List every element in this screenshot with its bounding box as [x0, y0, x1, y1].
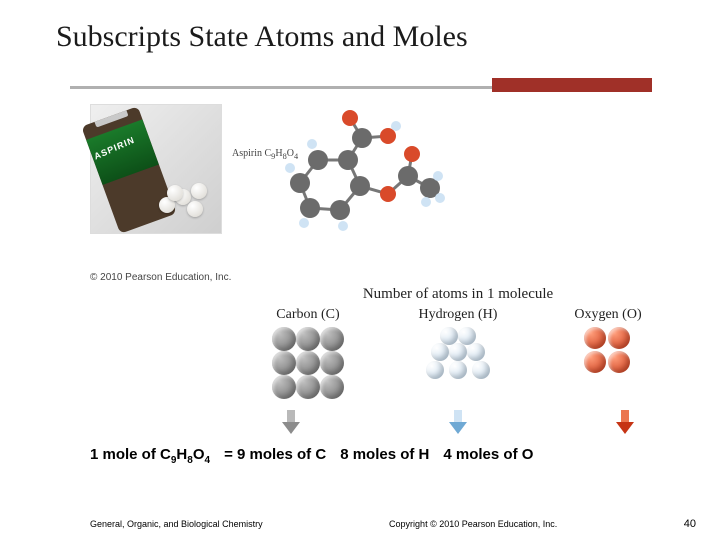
- title-underline: [70, 78, 652, 94]
- molecule-caption: Aspirin C9H8O4: [232, 148, 298, 161]
- atoms-row: Carbon (C) Hydrogen (H) Oxygen (O): [238, 307, 678, 399]
- arrow-down-icon: [451, 410, 465, 434]
- carbon-column: Carbon (C): [248, 307, 368, 399]
- hydrogen-column: Hydrogen (H): [398, 307, 518, 383]
- underline-red: [492, 78, 652, 92]
- slide-title: Subscripts State Atoms and Moles: [56, 20, 672, 54]
- aspirin-molecule: [240, 98, 460, 268]
- arrow-down-icon: [618, 410, 632, 434]
- figure-copyright: © 2010 Pearson Education, Inc.: [90, 272, 231, 283]
- footer-left: General, Organic, and Biological Chemist…: [90, 519, 263, 529]
- slide-footer: General, Organic, and Biological Chemist…: [90, 518, 696, 530]
- aspirin-photo: [90, 104, 222, 234]
- figure-row: [90, 98, 490, 268]
- molecule-svg: [240, 98, 460, 268]
- page-number: 40: [684, 518, 696, 530]
- oxygen-cluster: [584, 327, 632, 375]
- slide: Subscripts State Atoms and Moles: [0, 0, 720, 540]
- mole-equation: 1 mole of C9H8O4 = 9 moles of C 8 moles …: [90, 446, 680, 466]
- footer-center: Copyright © 2010 Pearson Education, Inc.: [389, 519, 557, 529]
- arrow-row: [238, 410, 678, 436]
- atoms-panel-heading: Number of atoms in 1 molecule: [238, 286, 678, 303]
- atoms-panel: Number of atoms in 1 molecule Carbon (C)…: [238, 286, 678, 404]
- carbon-cluster: [272, 327, 344, 399]
- oxygen-column: Oxygen (O): [548, 307, 668, 375]
- hydrogen-cluster: [426, 327, 490, 383]
- pills: [157, 183, 211, 219]
- bottle-cap: [91, 106, 128, 127]
- arrow-down-icon: [284, 410, 298, 434]
